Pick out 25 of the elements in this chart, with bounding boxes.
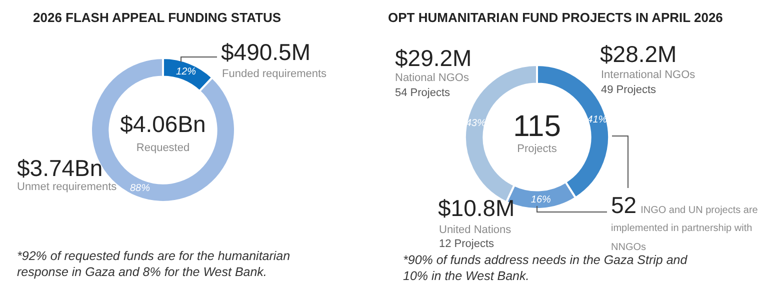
slice-label: Funded requirements	[222, 68, 327, 80]
text: $3.74Bn	[17, 155, 103, 182]
data-label: 12%	[176, 66, 196, 78]
text: $28.2M	[600, 41, 677, 68]
text: 115	[513, 110, 561, 143]
slice-label: National NGOs	[395, 72, 469, 84]
text: *90% of funds address needs in the Gaza Strip and 10% in the West Bank.	[403, 252, 688, 284]
text: 52	[611, 192, 637, 218]
text: $490.5M	[221, 39, 311, 66]
text: 54 Projects	[395, 87, 450, 100]
text: 12 Projects	[439, 238, 494, 250]
slice-label: International NGOs	[601, 69, 696, 82]
chart-title: 2026 FLASH APPEAL FUNDING STATUS	[33, 10, 281, 25]
slice-label: Unmet requirements	[17, 181, 117, 194]
text: *92% of requested funds are for the humanitarian response in Gaza and 8% for the West Bank.	[17, 248, 292, 280]
text: $29.2M	[395, 45, 472, 72]
slice-label: United Nations	[439, 224, 512, 236]
data-label: 16%	[530, 194, 552, 206]
text: $4.06Bn	[120, 111, 206, 138]
text: $10.8M	[438, 195, 515, 222]
text: 49 Projects	[601, 84, 656, 96]
data-label: 88%	[130, 183, 150, 194]
text: Projects	[517, 143, 557, 156]
chart-title: OPT HUMANITARIAN FUND PROJECTS IN APRIL 2026	[388, 10, 723, 25]
text: Requested	[136, 142, 190, 154]
